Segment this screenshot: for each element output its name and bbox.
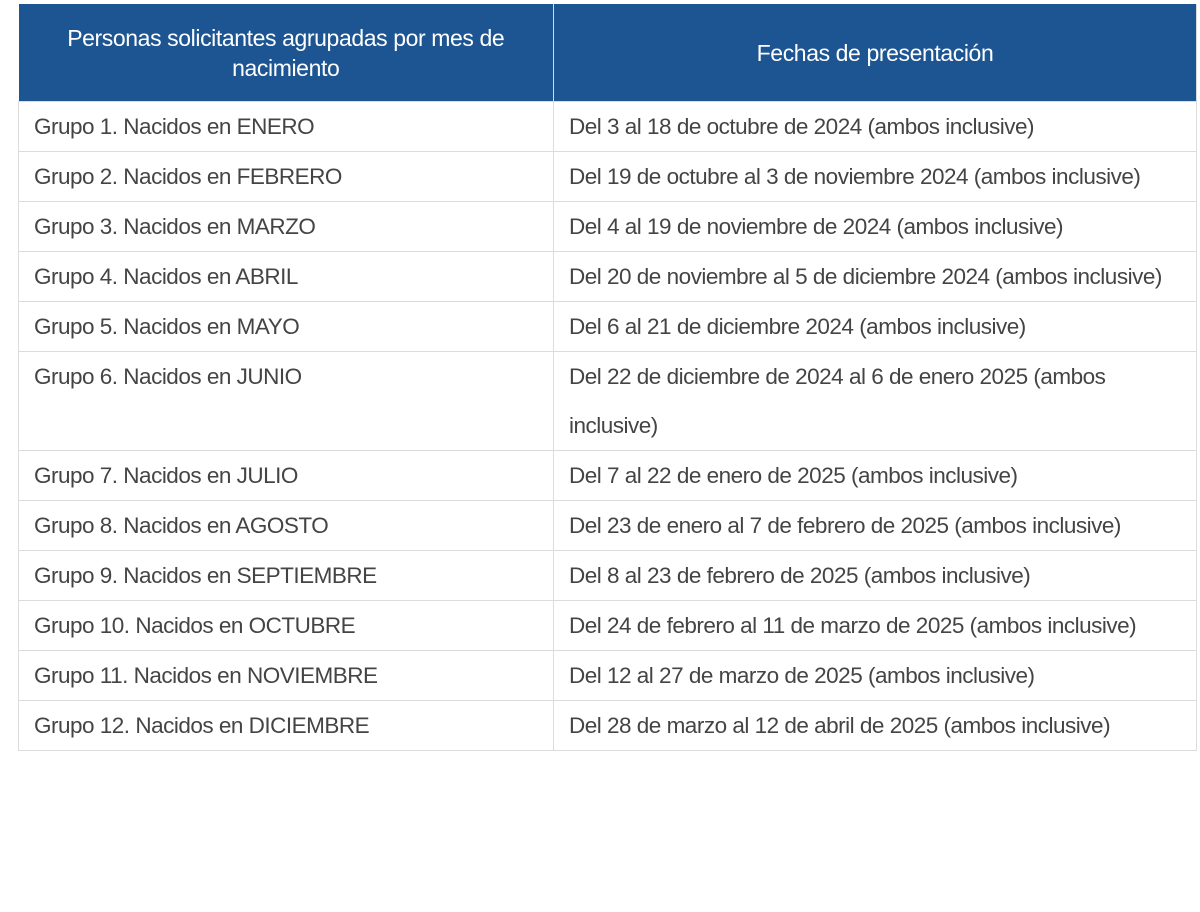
- date-cell: Del 19 de octubre al 3 de noviembre 2024…: [553, 151, 1197, 202]
- table-row: Grupo 2. Nacidos en FEBRERO Del 19 de oct…: [18, 151, 1197, 202]
- date-cell: Del 7 al 22 de enero de 2025 (ambos incl…: [553, 450, 1197, 501]
- table-row: Grupo 12. Nacidos en DICIEMBRE Del 28 de …: [18, 700, 1197, 751]
- date-cell: Del 6 al 21 de diciembre 2024 (ambos inc…: [553, 301, 1197, 352]
- table-header: Personas solicitantes agrupadas por mes …: [18, 4, 1197, 102]
- table-body: Grupo 1. Nacidos en ENERO Del 3 al 18 de …: [18, 101, 1197, 751]
- table-row: Grupo 5. Nacidos en MAYO Del 6 al 21 de d…: [18, 301, 1197, 352]
- table-row: Grupo 9. Nacidos en SEPTIEMBRE Del 8 al 2…: [18, 550, 1197, 601]
- group-cell: Grupo 4. Nacidos en ABRIL: [18, 251, 554, 302]
- group-cell: Grupo 3. Nacidos en MARZO: [18, 201, 554, 252]
- schedule-table: Personas solicitantes agrupadas por mes …: [18, 4, 1197, 751]
- group-cell: Grupo 5. Nacidos en MAYO: [18, 301, 554, 352]
- table-row: Grupo 6. Nacidos en JUNIO Del 22 de dicie…: [18, 351, 1197, 451]
- date-cell: Del 12 al 27 de marzo de 2025 (ambos inc…: [553, 650, 1197, 701]
- group-cell: Grupo 2. Nacidos en FEBRERO: [18, 151, 554, 202]
- date-cell: Del 8 al 23 de febrero de 2025 (ambos in…: [553, 550, 1197, 601]
- group-cell: Grupo 7. Nacidos en JULIO: [18, 450, 554, 501]
- header-cell: Fechas de presentación: [553, 4, 1197, 102]
- date-cell: Del 20 de noviembre al 5 de diciembre 20…: [553, 251, 1197, 302]
- table-row: Grupo 8. Nacidos en AGOSTO Del 23 de ener…: [18, 500, 1197, 551]
- date-cell: Del 23 de enero al 7 de febrero de 2025 …: [553, 500, 1197, 551]
- date-cell: Del 22 de diciembre de 2024 al 6 de ener…: [553, 351, 1197, 451]
- table-row: Grupo 10. Nacidos en OCTUBRE Del 24 de fe…: [18, 600, 1197, 651]
- group-cell: Grupo 6. Nacidos en JUNIO: [18, 351, 554, 451]
- date-cell: Del 3 al 18 de octubre de 2024 (ambos in…: [553, 101, 1197, 152]
- group-cell: Grupo 10. Nacidos en OCTUBRE: [18, 600, 554, 651]
- group-cell: Grupo 11. Nacidos en NOVIEMBRE: [18, 650, 554, 701]
- date-cell: Del 4 al 19 de noviembre de 2024 (ambos …: [553, 201, 1197, 252]
- group-cell: Grupo 1. Nacidos en ENERO: [18, 101, 554, 152]
- table-row: Grupo 4. Nacidos en ABRIL Del 20 de novie…: [18, 251, 1197, 302]
- table-row: Grupo 11. Nacidos en NOVIEMBRE Del 12 al …: [18, 650, 1197, 701]
- date-cell: Del 28 de marzo al 12 de abril de 2025 (…: [553, 700, 1197, 751]
- table-row: Grupo 7. Nacidos en JULIO Del 7 al 22 de …: [18, 450, 1197, 501]
- group-cell: Grupo 12. Nacidos en DICIEMBRE: [18, 700, 554, 751]
- header-row: Personas solicitantes agrupadas por mes …: [18, 4, 1197, 102]
- header-cell: Personas solicitantes agrupadas por mes …: [18, 4, 554, 102]
- table-row: Grupo 3. Nacidos en MARZO Del 4 al 19 de …: [18, 201, 1197, 252]
- group-cell: Grupo 9. Nacidos en SEPTIEMBRE: [18, 550, 554, 601]
- date-cell: Del 24 de febrero al 11 de marzo de 2025…: [553, 600, 1197, 651]
- group-cell: Grupo 8. Nacidos en AGOSTO: [18, 500, 554, 551]
- table-row: Grupo 1. Nacidos en ENERO Del 3 al 18 de …: [18, 101, 1197, 152]
